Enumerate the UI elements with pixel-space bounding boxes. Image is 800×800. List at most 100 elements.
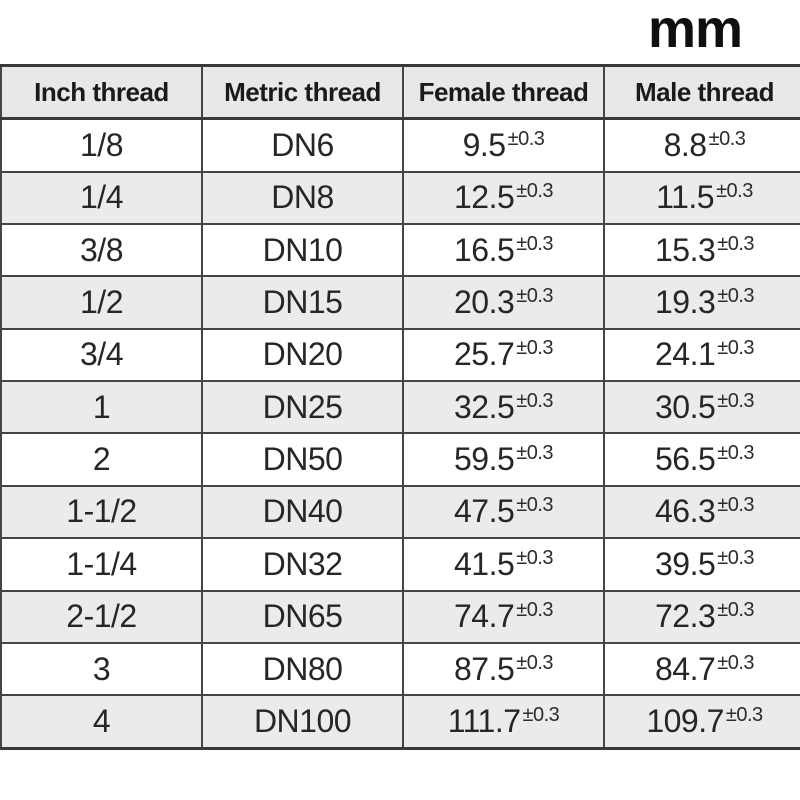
- tolerance-superscript: ±0.3: [717, 337, 755, 360]
- male-value: 30.5: [654, 388, 716, 425]
- column-header-male-thread: Male thread: [603, 64, 800, 120]
- tolerance-superscript: ±0.3: [516, 546, 554, 569]
- tolerance-superscript: ±0.3: [516, 337, 554, 360]
- tolerance-superscript: ±0.3: [717, 284, 755, 307]
- male-thread-cell: 109.7 ±0.3: [603, 694, 800, 750]
- male-thread-cell: 15.3 ±0.3: [603, 222, 800, 278]
- female-value: 16.5: [453, 231, 515, 268]
- inch-thread-cell: 1-1/2: [0, 484, 203, 540]
- female-value: 20.3: [453, 283, 515, 320]
- metric-thread-cell: DN25: [201, 380, 404, 435]
- inch-thread-cell: 1-1/4: [0, 537, 203, 592]
- female-value: 111.7: [447, 703, 521, 740]
- male-thread-cell: 30.5 ±0.3: [603, 380, 800, 435]
- table-row: 1/4 DN8 12.5 ±0.3 11.5 ±0.3: [0, 170, 800, 225]
- tolerance-superscript: ±0.3: [516, 599, 554, 622]
- tolerance-superscript: ±0.3: [717, 546, 755, 569]
- female-thread-cell: 32.5 ±0.3: [402, 380, 605, 435]
- male-value: 11.5: [656, 179, 715, 216]
- tolerance-superscript: ±0.3: [717, 442, 755, 465]
- tolerance-superscript: ±0.3: [516, 180, 554, 203]
- tolerance-superscript: ±0.3: [516, 442, 554, 465]
- male-value: 19.3: [654, 283, 716, 320]
- male-thread-cell: 11.5 ±0.3: [603, 170, 800, 225]
- table-row: 1-1/4 DN32 41.5 ±0.3 39.5 ±0.3: [0, 537, 800, 592]
- metric-thread-cell: DN8: [201, 170, 404, 225]
- tolerance-superscript: ±0.3: [717, 494, 755, 517]
- unit-label: mm: [647, 0, 743, 59]
- female-thread-cell: 74.7 ±0.3: [402, 589, 605, 644]
- female-thread-cell: 12.5 ±0.3: [402, 170, 605, 225]
- tolerance-superscript: ±0.3: [522, 704, 560, 727]
- male-value: 46.3: [654, 493, 716, 530]
- male-value: 72.3: [654, 598, 716, 635]
- tolerance-superscript: ±0.3: [516, 284, 554, 307]
- female-value: 47.5: [453, 493, 515, 530]
- tolerance-superscript: ±0.3: [507, 127, 545, 150]
- male-value: 15.3: [654, 231, 716, 268]
- female-value: 25.7: [453, 336, 515, 373]
- table-row: 2-1/2 DN65 74.7 ±0.3 72.3 ±0.3: [0, 589, 800, 644]
- metric-thread-cell: DN15: [201, 275, 404, 330]
- male-value: 84.7: [654, 650, 716, 687]
- metric-thread-cell: DN6: [201, 117, 404, 173]
- tolerance-superscript: ±0.3: [717, 232, 755, 255]
- column-header-metric-thread: Metric thread: [201, 64, 404, 120]
- female-thread-cell: 20.3 ±0.3: [402, 275, 605, 330]
- male-thread-cell: 72.3 ±0.3: [603, 589, 800, 644]
- metric-thread-cell: DN40: [201, 484, 404, 540]
- tolerance-superscript: ±0.3: [716, 180, 753, 203]
- female-value: 9.5: [462, 126, 506, 163]
- tolerance-superscript: ±0.3: [708, 127, 746, 150]
- female-thread-cell: 111.7 ±0.3: [402, 694, 605, 750]
- male-thread-cell: 84.7 ±0.3: [603, 641, 800, 697]
- metric-thread-cell: DN65: [201, 589, 404, 644]
- female-value: 32.5: [453, 388, 515, 425]
- inch-thread-cell: 3: [0, 641, 203, 697]
- metric-thread-cell: DN80: [201, 641, 404, 697]
- tolerance-superscript: ±0.3: [516, 494, 554, 517]
- male-thread-cell: 19.3 ±0.3: [603, 275, 800, 330]
- tolerance-superscript: ±0.3: [717, 599, 755, 622]
- inch-thread-cell: 1: [0, 380, 203, 435]
- female-thread-cell: 47.5 ±0.3: [402, 484, 605, 540]
- tolerance-superscript: ±0.3: [717, 651, 755, 674]
- female-value: 74.7: [453, 598, 515, 635]
- table-row: 4 DN100 111.7 ±0.3 109.7 ±0.3: [0, 694, 800, 750]
- table-row: 2 DN50 59.5 ±0.3 56.5 ±0.3: [0, 432, 800, 487]
- tolerance-superscript: ±0.3: [725, 704, 763, 727]
- female-thread-cell: 16.5 ±0.3: [402, 222, 605, 278]
- table-row: 3/4 DN20 25.7 ±0.3 24.1 ±0.3: [0, 327, 800, 383]
- female-value: 59.5: [453, 441, 515, 478]
- metric-thread-cell: DN32: [201, 537, 404, 592]
- female-value: 12.5: [453, 179, 515, 216]
- table-row: 1/2 DN15 20.3 ±0.3 19.3 ±0.3: [0, 275, 800, 330]
- metric-thread-cell: DN10: [201, 222, 404, 278]
- male-thread-cell: 56.5 ±0.3: [603, 432, 800, 487]
- table-row: 1-1/2 DN40 47.5 ±0.3 46.3 ±0.3: [0, 484, 800, 540]
- male-value: 24.1: [654, 336, 716, 373]
- female-thread-cell: 41.5 ±0.3: [402, 537, 605, 592]
- female-value: 87.5: [453, 650, 515, 687]
- female-thread-cell: 25.7 ±0.3: [402, 327, 605, 383]
- male-value: 39.5: [654, 545, 716, 582]
- inch-thread-cell: 1/2: [0, 275, 203, 330]
- male-thread-cell: 8.8 ±0.3: [603, 117, 800, 173]
- inch-thread-cell: 2: [0, 432, 203, 487]
- table-row: 1/8 DN6 9.5 ±0.3 8.8 ±0.3: [0, 117, 800, 173]
- table-header-row: Inch thread Metric thread Female thread …: [0, 64, 800, 120]
- table-row: 3 DN80 87.5 ±0.3 84.7 ±0.3: [0, 641, 800, 697]
- tolerance-superscript: ±0.3: [717, 389, 755, 412]
- female-thread-cell: 9.5 ±0.3: [402, 117, 605, 173]
- male-value: 109.7: [646, 703, 724, 740]
- inch-thread-cell: 4: [0, 694, 203, 750]
- inch-thread-cell: 2-1/2: [0, 589, 203, 644]
- metric-thread-cell: DN50: [201, 432, 404, 487]
- male-thread-cell: 46.3 ±0.3: [603, 484, 800, 540]
- male-value: 8.8: [663, 126, 707, 163]
- male-thread-cell: 39.5 ±0.3: [603, 537, 800, 592]
- inch-thread-cell: 3/8: [0, 222, 203, 278]
- inch-thread-cell: 1/4: [0, 170, 203, 225]
- male-thread-cell: 24.1 ±0.3: [603, 327, 800, 383]
- female-thread-cell: 59.5 ±0.3: [402, 432, 605, 487]
